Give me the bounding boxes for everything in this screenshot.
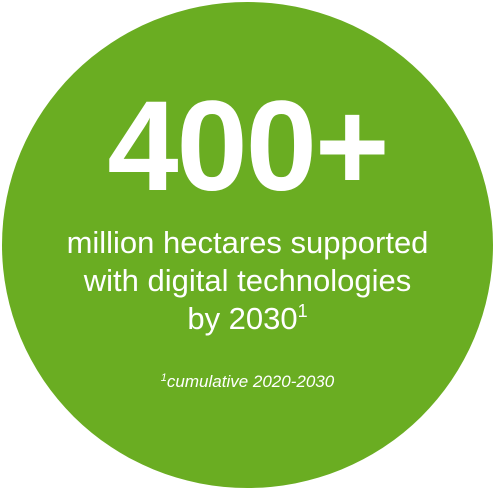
stat-description: million hectares supported with digital … bbox=[0, 224, 495, 338]
description-line-2: with digital technologies bbox=[83, 263, 412, 298]
stat-value: 400+ bbox=[107, 75, 389, 218]
footnote-marker: 1 bbox=[297, 301, 308, 321]
description-line-3: by 20301 bbox=[0, 300, 495, 338]
footnote: 1cumulative 2020-2030 bbox=[0, 370, 495, 394]
description-line-1: million hectares supported bbox=[66, 225, 429, 260]
description-line-3-text: by 2030 bbox=[187, 301, 298, 336]
footnote-ref-marker: 1 bbox=[160, 372, 167, 384]
footnote-text: cumulative 2020-2030 bbox=[166, 372, 335, 391]
